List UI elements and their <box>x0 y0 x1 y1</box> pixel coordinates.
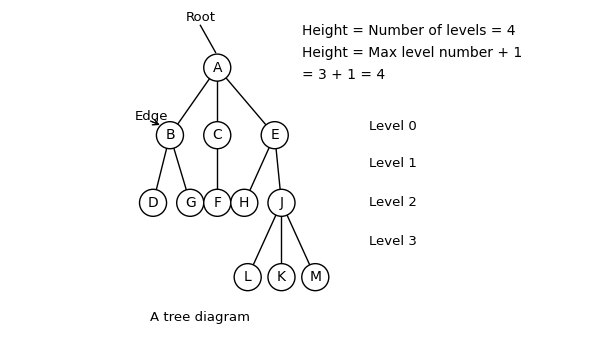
Circle shape <box>301 264 329 291</box>
Text: E: E <box>270 128 279 142</box>
Text: F: F <box>213 196 221 210</box>
Text: J: J <box>280 196 283 210</box>
Text: A: A <box>212 61 222 75</box>
Circle shape <box>268 189 295 216</box>
Text: Level 0: Level 0 <box>369 120 417 133</box>
Text: = 3 + 1 = 4: = 3 + 1 = 4 <box>301 68 385 81</box>
Circle shape <box>139 189 166 216</box>
Text: Level 1: Level 1 <box>369 158 417 170</box>
Text: Height = Max level number + 1: Height = Max level number + 1 <box>301 46 522 59</box>
Circle shape <box>204 122 231 149</box>
Text: Height = Number of levels = 4: Height = Number of levels = 4 <box>301 24 515 38</box>
Text: M: M <box>309 270 322 284</box>
Circle shape <box>268 264 295 291</box>
Text: Edge: Edge <box>135 110 168 123</box>
Text: G: G <box>185 196 196 210</box>
Circle shape <box>204 189 231 216</box>
Circle shape <box>261 122 289 149</box>
Text: D: D <box>148 196 158 210</box>
Text: B: B <box>165 128 175 142</box>
Circle shape <box>204 54 231 81</box>
Text: K: K <box>277 270 286 284</box>
Text: C: C <box>212 128 222 142</box>
Text: A tree diagram: A tree diagram <box>150 311 250 324</box>
Circle shape <box>231 189 258 216</box>
Circle shape <box>156 122 183 149</box>
Text: Level 2: Level 2 <box>369 196 417 209</box>
Circle shape <box>176 189 204 216</box>
Text: L: L <box>244 270 251 284</box>
Circle shape <box>234 264 261 291</box>
Text: Level 3: Level 3 <box>369 235 417 248</box>
Text: H: H <box>239 196 250 210</box>
Text: Root: Root <box>185 11 215 24</box>
